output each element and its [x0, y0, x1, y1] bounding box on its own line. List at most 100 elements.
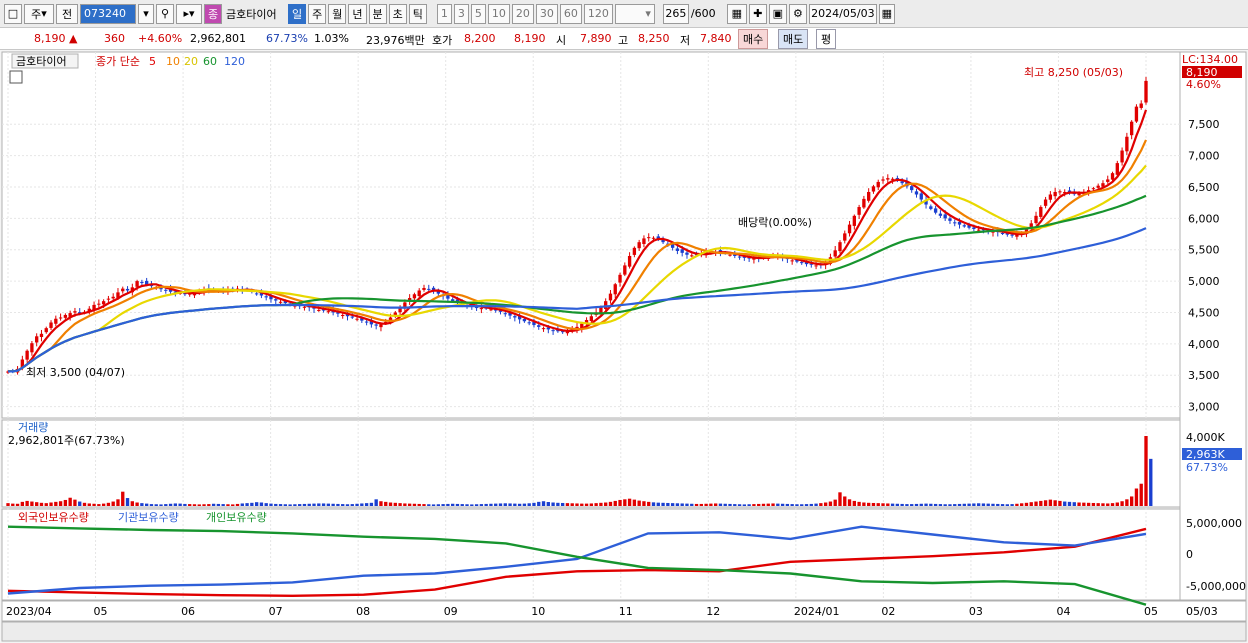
volume-bar — [733, 504, 737, 506]
volume-bar — [785, 503, 790, 506]
low-note: 최저 3,500 (04/07) — [26, 366, 125, 379]
volume-bar — [283, 504, 287, 506]
individual-holding-line — [7, 525, 1147, 606]
candle-body — [843, 233, 847, 241]
volume-bar — [451, 503, 455, 506]
candle-body — [489, 309, 493, 311]
ask-price: 8,200 — [464, 32, 496, 45]
volume-bar — [910, 504, 914, 506]
candle-body — [546, 327, 550, 330]
market-select[interactable]: 주 ▾ — [24, 3, 54, 24]
interval-60[interactable]: 60 — [559, 3, 582, 24]
volume-bar — [647, 501, 651, 506]
buy-button[interactable]: 매수 — [738, 29, 769, 49]
volume-bar — [776, 503, 780, 506]
candle-body — [991, 231, 995, 233]
x-tick-label: 10 — [531, 605, 545, 618]
interval-120[interactable]: 120 — [583, 3, 613, 24]
candle-body — [589, 316, 594, 321]
period-tick[interactable]: 틱 — [408, 3, 427, 24]
period-day[interactable]: 일 — [288, 3, 307, 24]
volume-bar — [599, 502, 603, 506]
interval-10[interactable]: 10 — [487, 3, 510, 24]
volume-bar — [766, 503, 770, 506]
candle-body — [733, 253, 737, 256]
volume-bar — [144, 503, 149, 506]
volume-bar — [900, 503, 904, 506]
volume-bar — [211, 503, 216, 506]
price-change-pct: +4.60% — [138, 32, 183, 45]
period-minute[interactable]: 분 — [368, 3, 387, 24]
candle-body — [642, 238, 646, 244]
volume-bar — [1139, 483, 1143, 506]
volume-bar — [135, 502, 139, 506]
volume-bar — [1020, 503, 1024, 506]
volume-bar — [981, 503, 986, 506]
candle-body — [417, 290, 421, 297]
stock-code-input[interactable]: 073240 — [80, 3, 136, 24]
speaker-icon[interactable]: ▸▾ — [176, 3, 202, 24]
sell-button[interactable]: 매도 — [778, 29, 809, 49]
candle-body — [967, 224, 971, 228]
candle-body — [479, 308, 484, 310]
save-icon[interactable]: ▣ — [768, 3, 787, 24]
interval-3[interactable]: 3 — [453, 3, 469, 24]
volume-bar — [632, 499, 637, 506]
holder-lines — [7, 525, 1147, 606]
period-week[interactable]: 주 — [308, 3, 327, 24]
period-second[interactable]: 초 — [388, 3, 407, 24]
candle-body — [862, 198, 866, 208]
interval-20[interactable]: 20 — [511, 3, 534, 24]
volume-bar — [1063, 501, 1067, 506]
volume-bar — [556, 502, 560, 506]
search-icon[interactable]: ⚲ — [156, 3, 174, 24]
table-icon[interactable] — [9, 70, 23, 84]
volume-bar — [1144, 436, 1148, 506]
interval-5[interactable]: 5 — [470, 3, 486, 24]
volume-bar — [651, 502, 656, 506]
period-year[interactable]: 년 — [348, 3, 367, 24]
count-input[interactable]: 265 — [662, 3, 689, 24]
chart-area[interactable]: 3,000 3,500 4,000 4,500 5,000 5,500 6,000 6,500… — [0, 50, 1248, 643]
ma-10-legend: 10 — [166, 55, 180, 68]
calendar-icon[interactable]: ▦ — [878, 3, 895, 24]
volume-bar — [1058, 500, 1062, 506]
volume-bar — [742, 504, 747, 506]
avg-button[interactable]: 평 — [816, 29, 837, 49]
volume-bar — [948, 504, 952, 506]
interval-custom-select[interactable]: ▾ — [614, 3, 655, 24]
volume-bar — [852, 500, 856, 506]
gear-icon[interactable]: ⚙ — [788, 3, 807, 24]
volume-bar — [943, 504, 947, 506]
jeon-button[interactable]: 전 — [56, 3, 78, 24]
volume-bar — [1048, 499, 1053, 506]
volume-bar — [436, 504, 441, 506]
volume-bar — [293, 504, 297, 506]
period-month[interactable]: 월 — [328, 3, 347, 24]
volume-bar — [125, 498, 130, 506]
volume-bar — [154, 504, 158, 506]
candle-body — [1029, 223, 1033, 228]
volume-bar — [274, 503, 278, 506]
candle-body — [407, 298, 412, 302]
interval-1[interactable]: 1 — [436, 3, 452, 24]
interval-30[interactable]: 30 — [535, 3, 558, 24]
tools-icon[interactable]: ✚ — [748, 3, 767, 24]
candle-body — [446, 295, 450, 299]
candle-body — [188, 293, 192, 295]
volume-bar — [1120, 501, 1124, 506]
code-dropdown-icon[interactable]: ▾ — [138, 3, 154, 24]
volume-bar — [168, 503, 173, 506]
window-icon[interactable]: □ — [4, 3, 22, 24]
date-input[interactable]: 2024/05/03 — [808, 3, 877, 24]
volume-bar — [1053, 500, 1057, 506]
candle-icon[interactable]: ▦ — [726, 3, 747, 24]
candle-body — [436, 291, 441, 294]
volume-bar — [1134, 488, 1139, 506]
candle-body — [164, 289, 168, 291]
volume-bar — [737, 504, 742, 506]
volume-bar — [173, 503, 178, 506]
ma-20-legend: 20 — [184, 55, 198, 68]
volume-bar — [360, 503, 364, 506]
candle-body — [929, 206, 933, 209]
